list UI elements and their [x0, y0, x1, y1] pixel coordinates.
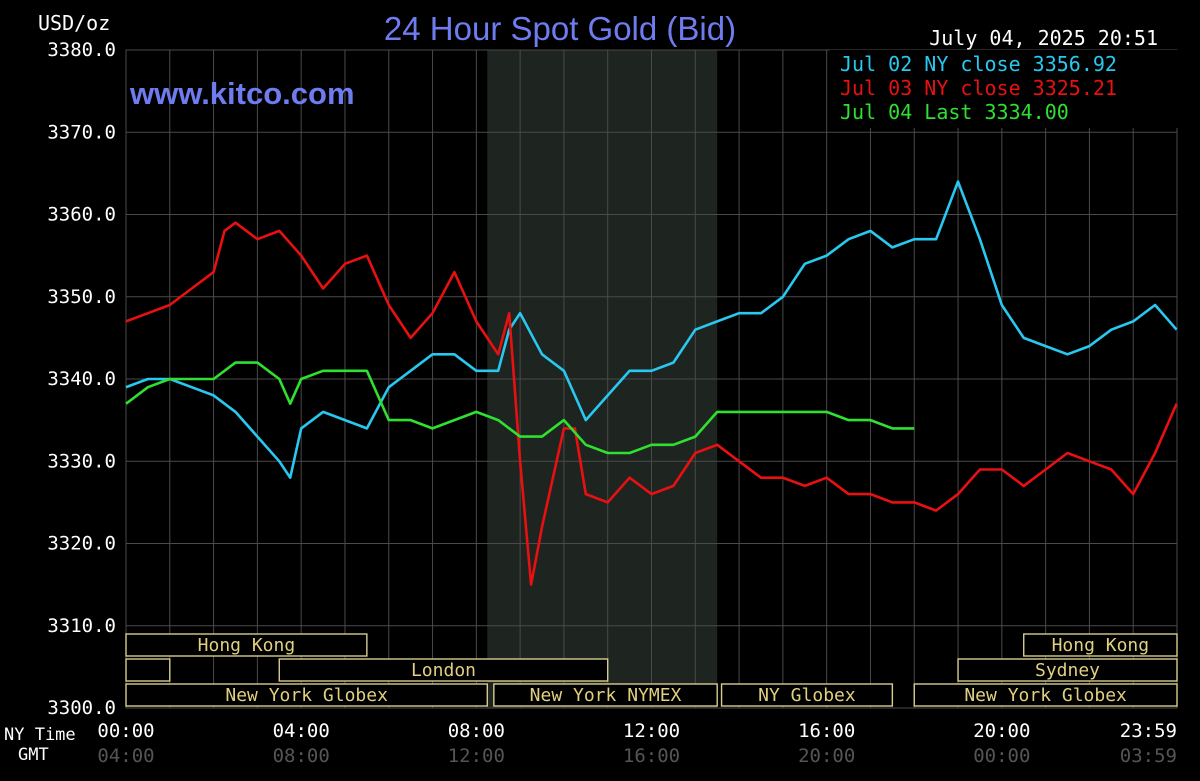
legend-jul02: Jul 02 NY close 3356.92	[840, 52, 1117, 76]
session-bar	[125, 683, 488, 707]
series-lines	[125, 180, 1178, 586]
axes: 3380.0 3370.0 3360.0 3350.0 3340.0 3330.0 3320…	[47, 39, 1177, 767]
session-bar	[1023, 633, 1178, 657]
x-tick-label-gmt: 20:00	[798, 745, 855, 767]
session-bar	[278, 658, 609, 682]
y-tick-label: 3320.0	[47, 533, 116, 555]
y-tick-label: 3310.0	[47, 615, 116, 637]
x-tick-label-ny: 16:00	[798, 720, 855, 742]
y-tick-label: 3370.0	[47, 121, 116, 143]
session-bar	[125, 658, 171, 682]
x-tick-label-gmt: 16:00	[623, 745, 680, 767]
legend-jul03: Jul 03 NY close 3325.21	[840, 76, 1117, 100]
session-bar	[957, 658, 1178, 682]
y-tick-label: 3380.0	[47, 39, 116, 61]
jul04-series-line	[125, 361, 915, 455]
session-label: New York Globex	[225, 685, 388, 706]
trading-sessions: Hong Kong London New York Globex New York N…	[125, 633, 1178, 707]
y-tick-label: 3340.0	[47, 368, 116, 390]
x-tick-label-gmt: 12:00	[448, 745, 505, 767]
timestamp: July 04, 2025 20:51	[929, 26, 1158, 50]
x-tick-label-ny: 12:00	[623, 720, 680, 742]
session-label: Sydney	[1035, 660, 1100, 681]
x-tick-label-ny: 04:00	[273, 720, 330, 742]
jul02-series-line	[125, 180, 1178, 480]
session-bar	[720, 683, 894, 707]
grid	[125, 49, 1178, 709]
y-tick-label: 3330.0	[47, 450, 116, 472]
legend: Jul 02 NY close 3356.92 Jul 03 NY close …	[830, 50, 1178, 128]
chart-title: 24 Hour Spot Gold (Bid)	[384, 10, 736, 47]
x-tick-label-gmt: 00:00	[973, 745, 1030, 767]
session-bar	[493, 683, 718, 707]
session-label: Hong Kong	[198, 635, 296, 656]
x-tick-label-ny: 00:00	[97, 720, 154, 742]
gmt-label: GMT	[18, 745, 49, 765]
x-tick-label-gmt: 08:00	[273, 745, 330, 767]
session-label: New York NYMEX	[530, 685, 682, 706]
x-tick-label-ny: 20:00	[973, 720, 1030, 742]
jul03-series-line	[125, 221, 1178, 586]
watermark-url: www.kitco.com	[129, 76, 355, 111]
session-bar	[125, 633, 368, 657]
y-tick-label: 3300.0	[47, 697, 116, 719]
session-bar	[913, 683, 1178, 707]
session-label: London	[411, 660, 476, 681]
x-tick-label-ny: 08:00	[448, 720, 505, 742]
x-tick-label-gmt: 03:59	[1120, 745, 1177, 767]
session-label: New York Globex	[964, 685, 1127, 706]
session-label: Hong Kong	[1052, 635, 1150, 656]
y-tick-label: 3360.0	[47, 204, 116, 226]
x-tick-label-ny: 23:59	[1120, 720, 1177, 742]
x-tick-label-gmt: 04:00	[97, 745, 154, 767]
session-label: NY Globex	[758, 685, 856, 706]
legend-jul04: Jul 04 Last 3334.00	[840, 100, 1069, 124]
ny-time-label: NY Time	[4, 725, 76, 745]
y-axis-unit: USD/oz	[38, 11, 110, 35]
legend-box	[830, 50, 1178, 128]
y-tick-label: 3350.0	[47, 286, 116, 308]
